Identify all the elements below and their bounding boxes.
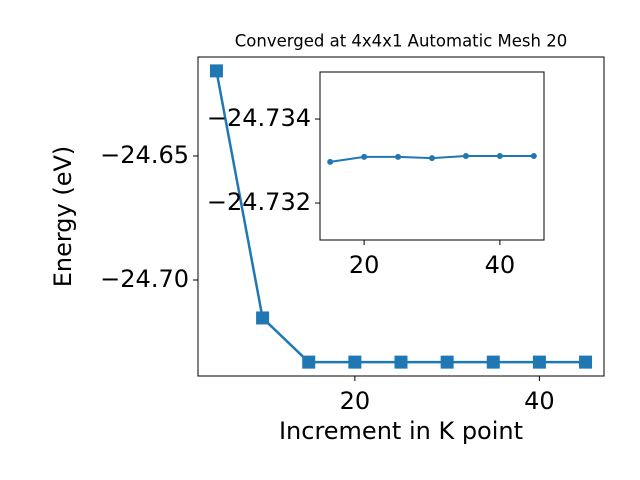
- data-point: [429, 155, 435, 162]
- y-tick-label: −24.732: [207, 188, 311, 216]
- data-point: [462, 153, 469, 159]
- data-point: [348, 355, 362, 369]
- x-tick-label: 20: [349, 251, 380, 279]
- data-point: [530, 153, 537, 159]
- y-tick-label: −24.65: [100, 141, 189, 169]
- y-tick-label: −24.734: [207, 104, 311, 132]
- data-point: [486, 355, 500, 369]
- x-tick-label: 40: [524, 387, 555, 415]
- data-point: [302, 355, 316, 369]
- y-tick-label: −24.70: [100, 265, 189, 293]
- data-point: [496, 153, 503, 159]
- data-point: [532, 355, 546, 369]
- y-axis-label: Energy (eV): [49, 146, 77, 288]
- x-tick-label: 20: [340, 387, 371, 415]
- data-point: [395, 153, 402, 160]
- data-point: [209, 64, 223, 78]
- x-axis-label: Increment in K point: [279, 417, 523, 445]
- data-point: [394, 355, 408, 369]
- data-point: [256, 311, 270, 325]
- data-point: [579, 355, 593, 369]
- data-point: [440, 355, 454, 369]
- data-point: [361, 153, 368, 160]
- chart-title: Converged at 4x4x1 Automatic Mesh 20: [235, 32, 567, 51]
- data-point: [327, 158, 334, 165]
- x-tick-label: 40: [485, 251, 516, 279]
